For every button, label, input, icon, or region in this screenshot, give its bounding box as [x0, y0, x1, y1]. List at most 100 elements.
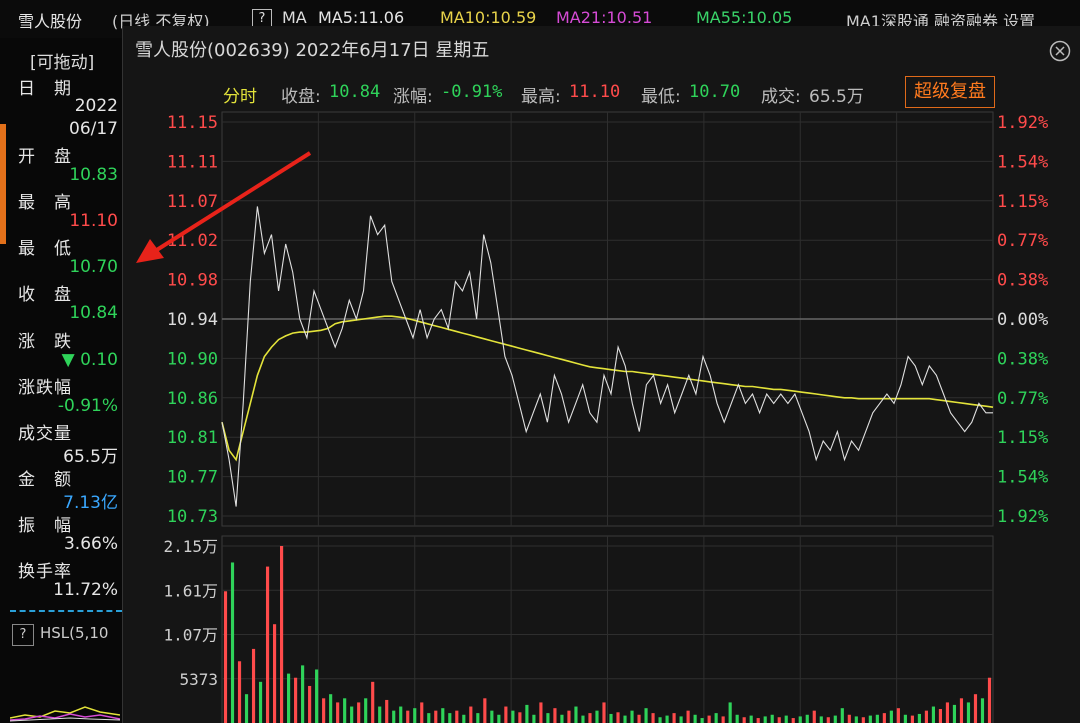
volume-bar: [910, 715, 914, 723]
volume-axis: 2.15万 1.61万 1.07万 5373: [163, 537, 218, 689]
volume-bar: [714, 713, 718, 723]
volume-bar: [819, 716, 823, 723]
volume-bar: [427, 713, 431, 723]
close-value: 10.84: [69, 303, 118, 323]
volume-bar: [840, 708, 844, 723]
tab-intraday[interactable]: 分时: [223, 87, 257, 107]
volume-bar: [784, 715, 788, 723]
volume-bar: [595, 710, 599, 723]
percent-tick-label: 1.54%: [997, 152, 1048, 172]
change-label: 涨 跌: [18, 332, 72, 352]
volume-bar: [686, 710, 690, 723]
low-summary-value: 10.70: [689, 82, 741, 102]
window-title: 雪人股份(002639) 2022年6月17日 星期五: [135, 40, 490, 61]
volume-bar: [441, 708, 445, 723]
volume-bar: [896, 708, 900, 723]
volume-bar: [476, 713, 480, 723]
price-tick-label: 11.07: [167, 192, 218, 212]
volume-bar: [272, 624, 277, 723]
volume-bar: [875, 714, 879, 723]
volume-bar: [322, 698, 326, 723]
volume-tick-label: 2.15万: [163, 537, 218, 556]
volume-bar: [385, 699, 389, 723]
close-icon[interactable]: [1049, 40, 1071, 62]
volume-bar: [903, 714, 907, 723]
indicator-bar: 雪人股份 (日线 不复权) ? MA MA5:11.06 MA10:10.59 …: [0, 0, 1080, 39]
volume-bar: [665, 715, 669, 723]
volume-bar: [742, 717, 746, 723]
volume-bar: [574, 706, 578, 723]
volume-bar: [350, 706, 354, 723]
volume-tick-label: 1.61万: [163, 581, 218, 600]
volume-bar: [469, 706, 473, 723]
percent-tick-label: 1.92%: [997, 507, 1048, 527]
volume-bar: [244, 694, 249, 723]
volume-label: 成交量: [18, 424, 72, 444]
ma5-value: MA5:11.06: [318, 8, 405, 27]
volume-bar: [406, 710, 410, 723]
mini-indicator-chart: [10, 706, 120, 722]
ma10-value: MA10:10.59: [440, 8, 537, 27]
intraday-chart-window: 雪人股份(002639) 2022年6月17日 星期五 分时 收盘: 10.84…: [122, 26, 1080, 723]
percent-tick-label: 1.15%: [997, 192, 1048, 212]
volume-bar: [434, 710, 438, 723]
volume-bar: [511, 710, 515, 723]
volume-bar: [791, 718, 795, 723]
volume-bar: [847, 714, 851, 723]
average-price-line: [221, 315, 994, 462]
volume-bar: [861, 717, 865, 723]
high-value: 11.10: [69, 211, 118, 231]
volume-bar: [777, 717, 781, 723]
volume-bar: [756, 718, 760, 723]
volume-bar: [882, 713, 886, 723]
volume-bar: [938, 709, 943, 723]
low-value: 10.70: [69, 257, 118, 277]
volume-bar: [966, 702, 971, 723]
volume-bar: [770, 714, 774, 723]
volume-bar: [721, 716, 725, 723]
date-label: 日 期: [18, 79, 72, 99]
price-tick-label: 10.73: [167, 507, 218, 527]
volume-bar: [826, 717, 830, 723]
volume-bar: [560, 714, 564, 723]
volume-value: 65.5万: [63, 447, 118, 467]
change-summary-value: -0.91%: [441, 82, 503, 102]
volume-bar: [230, 562, 235, 723]
turnover-value: 11.72%: [53, 580, 118, 600]
help-icon[interactable]: ?: [12, 624, 34, 646]
price-tick-label: 10.90: [167, 349, 218, 369]
volume-bar: [223, 591, 228, 723]
volume-summary-value: 65.5万: [809, 87, 864, 107]
super-replay-button[interactable]: 超级复盘: [905, 76, 995, 108]
volume-bar: [707, 715, 711, 723]
volume-bar: [287, 673, 291, 723]
volume-bar: [455, 710, 459, 723]
volume-bar: [336, 702, 340, 723]
open-value: 10.83: [69, 165, 118, 185]
volume-bar: [301, 665, 305, 723]
high-summary-label: 最高:: [521, 87, 561, 107]
stock-name[interactable]: 雪人股份: [18, 12, 83, 31]
drag-handle[interactable]: [可拖动]: [30, 53, 95, 73]
volume-bar: [917, 713, 921, 723]
volume-bar: [616, 712, 620, 723]
volume-bar: [237, 661, 242, 723]
volume-bar: [959, 698, 964, 723]
divider: [10, 610, 122, 612]
volume-bar: [546, 713, 550, 723]
volume-bar: [294, 677, 298, 723]
volume-bar: [805, 714, 809, 723]
volume-bar: [392, 710, 396, 723]
volume-bar: [399, 706, 403, 723]
volume-bar: [854, 716, 858, 723]
volume-bar: [868, 715, 872, 723]
volume-bar: [700, 718, 704, 723]
price-axis: 11.15 11.11 11.07 11.02 10.98 10.94 10.90 10.86…: [167, 113, 218, 527]
volume-bar: [609, 713, 613, 723]
volume-bar: [812, 710, 816, 723]
indicator-label[interactable]: HSL(5,10: [40, 624, 109, 642]
volume-bar: [602, 702, 606, 723]
volume-bar: [931, 706, 935, 723]
volume-bar: [448, 713, 452, 723]
price-tick-label: 11.15: [167, 113, 218, 133]
